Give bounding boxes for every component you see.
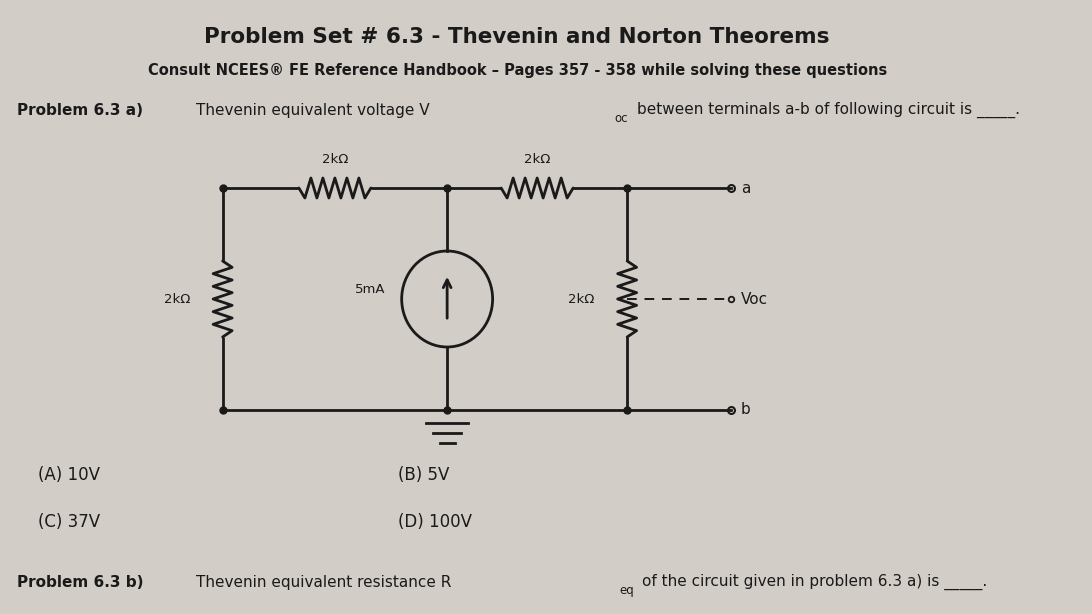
Text: 2kΩ: 2kΩ bbox=[569, 292, 595, 306]
Text: (D) 100V: (D) 100V bbox=[397, 513, 472, 531]
Text: Problem 6.3 a): Problem 6.3 a) bbox=[17, 103, 143, 117]
Text: between terminals a-b of following circuit is _____.: between terminals a-b of following circu… bbox=[637, 102, 1020, 118]
Text: 5mA: 5mA bbox=[355, 282, 385, 295]
Text: Consult NCEES® FE Reference Handbook – Pages 357 - 358 while solving these quest: Consult NCEES® FE Reference Handbook – P… bbox=[147, 63, 887, 77]
Text: Voc: Voc bbox=[740, 292, 768, 306]
Text: 2kΩ: 2kΩ bbox=[164, 292, 190, 306]
Text: Problem 6.3 b): Problem 6.3 b) bbox=[17, 575, 143, 589]
Text: (B) 5V: (B) 5V bbox=[397, 466, 449, 484]
Text: oc: oc bbox=[615, 112, 628, 125]
Text: (C) 37V: (C) 37V bbox=[38, 513, 100, 531]
Text: Thevenin equivalent resistance R: Thevenin equivalent resistance R bbox=[197, 575, 451, 589]
Text: a: a bbox=[740, 181, 750, 195]
Text: 2kΩ: 2kΩ bbox=[322, 153, 348, 166]
Text: 2kΩ: 2kΩ bbox=[524, 153, 550, 166]
Text: Problem Set # 6.3 - Thevenin and Norton Theorems: Problem Set # 6.3 - Thevenin and Norton … bbox=[204, 27, 830, 47]
Text: b: b bbox=[740, 403, 750, 418]
Text: of the circuit given in problem 6.3 a) is _____.: of the circuit given in problem 6.3 a) i… bbox=[642, 574, 987, 590]
Text: Thevenin equivalent voltage V: Thevenin equivalent voltage V bbox=[197, 103, 430, 117]
Text: (A) 10V: (A) 10V bbox=[38, 466, 99, 484]
Text: eq: eq bbox=[619, 583, 634, 596]
